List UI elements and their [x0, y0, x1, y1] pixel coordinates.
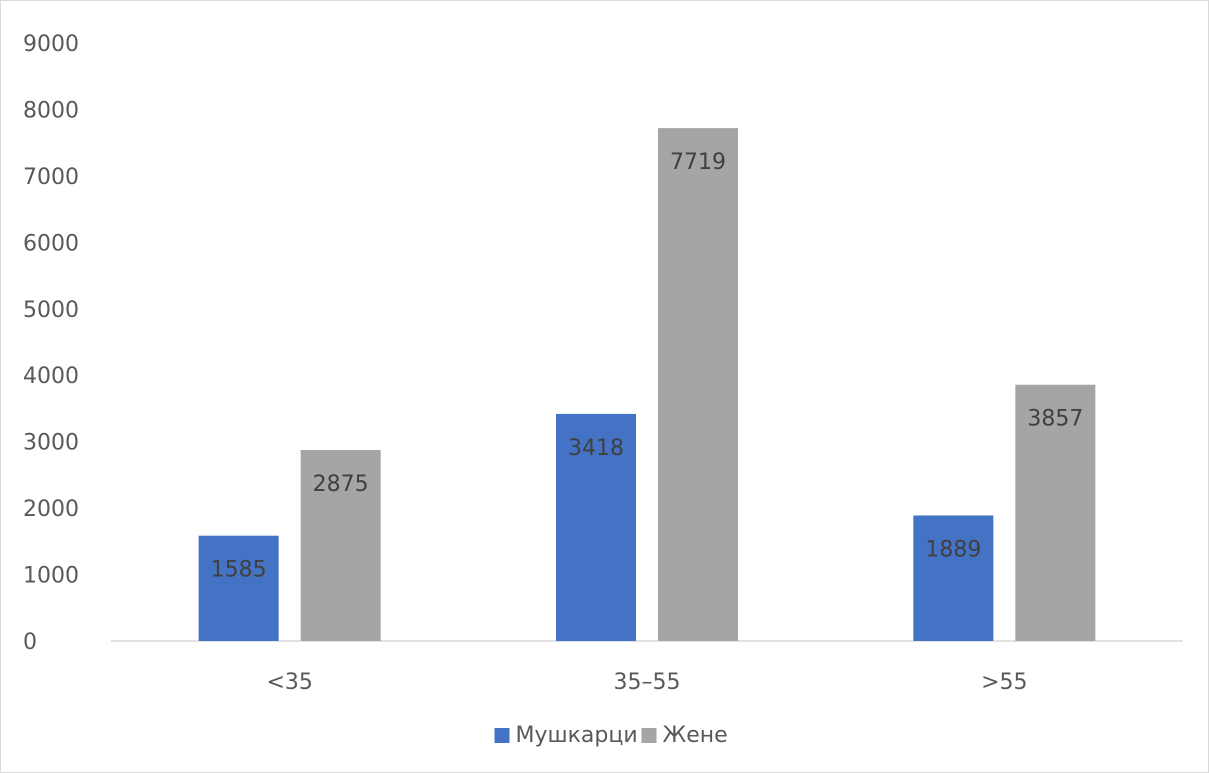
bar	[300, 449, 381, 641]
x-tick-label: 35–55	[614, 670, 681, 695]
data-label: 2875	[313, 472, 369, 497]
legend-swatch	[494, 728, 510, 743]
y-tick-label: 3000	[23, 431, 79, 456]
y-tick-label: 5000	[23, 298, 79, 323]
y-tick-label: 6000	[23, 231, 79, 256]
bar	[1015, 384, 1096, 641]
legend-swatch	[641, 728, 657, 743]
data-label: 1889	[925, 537, 981, 562]
legend: Мушкарци Жене	[494, 723, 728, 748]
y-axis: 0 1000 2000 3000 4000 5000 6000 7000 8000 9000	[23, 32, 79, 655]
bar	[913, 515, 994, 641]
y-tick-label: 8000	[23, 98, 79, 123]
data-label: 7719	[670, 150, 726, 175]
bars	[198, 128, 1096, 641]
x-tick-label: <35	[266, 670, 312, 695]
data-label: 3857	[1027, 407, 1083, 432]
data-label: 1585	[211, 558, 267, 583]
legend-label: Мушкарци	[516, 723, 638, 748]
data-label: 3418	[568, 436, 624, 461]
bar	[556, 413, 636, 641]
bar	[658, 128, 738, 641]
x-axis: <35 35–55 >55	[111, 640, 1183, 695]
y-tick-label: 9000	[23, 32, 79, 57]
y-tick-label: 4000	[23, 364, 79, 389]
x-tick-label: >55	[981, 670, 1027, 695]
y-tick-label: 1000	[23, 564, 79, 589]
data-labels: 1585 3418 1889 2875 7719 3857	[211, 150, 1084, 583]
bar	[198, 535, 279, 641]
y-tick-label: 7000	[23, 165, 79, 190]
y-tick-label: 0	[23, 630, 37, 655]
legend-label: Жене	[663, 723, 728, 748]
y-tick-label: 2000	[23, 497, 79, 522]
